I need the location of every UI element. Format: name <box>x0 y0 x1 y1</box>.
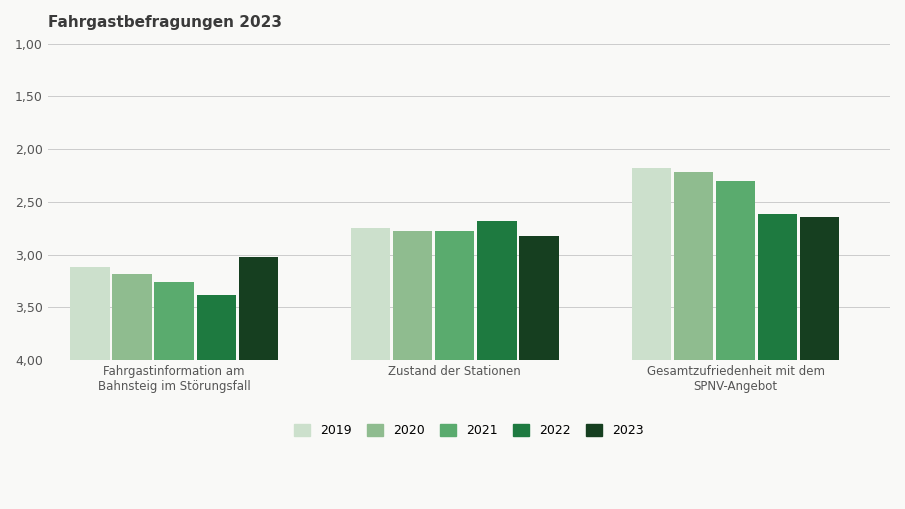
Bar <box>477 221 517 360</box>
Bar <box>351 228 390 360</box>
Bar <box>239 257 278 360</box>
Bar <box>112 273 152 360</box>
Text: Fahrgastbefragungen 2023: Fahrgastbefragungen 2023 <box>48 15 281 30</box>
Legend: 2019, 2020, 2021, 2022, 2023: 2019, 2020, 2021, 2022, 2023 <box>289 419 649 442</box>
Bar <box>716 181 756 360</box>
Bar <box>435 231 474 360</box>
Bar <box>393 231 433 360</box>
Bar <box>674 173 713 360</box>
Bar <box>632 168 671 360</box>
Bar <box>800 216 840 360</box>
Bar <box>196 295 236 360</box>
Bar <box>519 236 558 360</box>
Bar <box>758 214 797 360</box>
Bar <box>71 267 110 360</box>
Bar <box>155 282 194 360</box>
